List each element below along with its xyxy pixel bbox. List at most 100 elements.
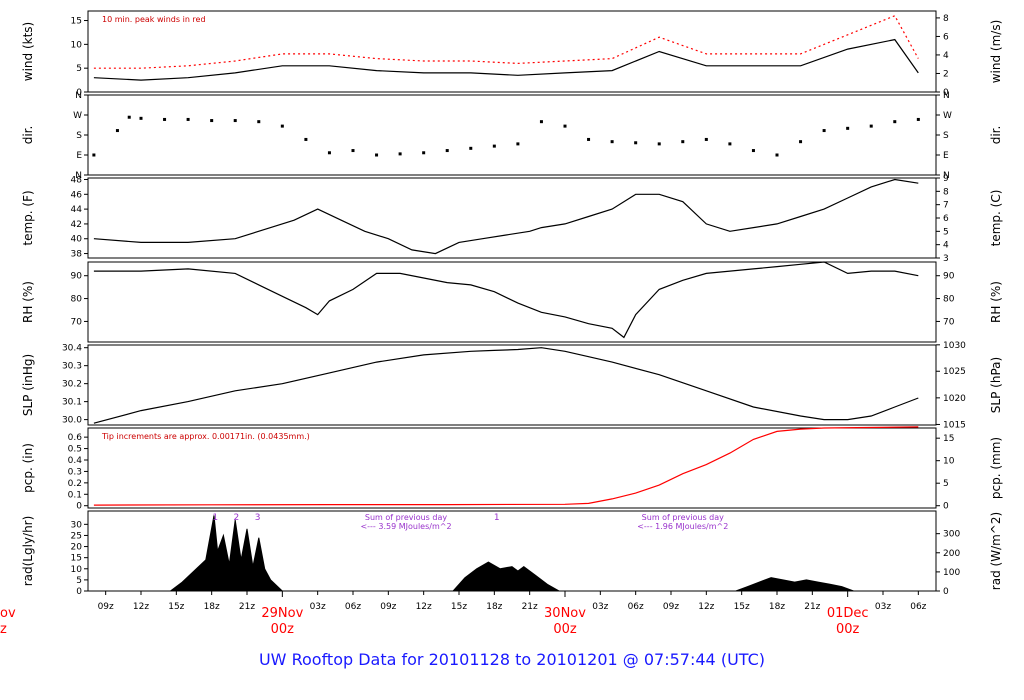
dir-point (304, 137, 308, 141)
ylabel-right-wind: wind (m/s) (989, 20, 1003, 84)
ytick-label-right-wind: 0 (943, 88, 949, 98)
ytick-label-right-wind: 4 (943, 51, 949, 61)
footer-title: UW Rooftop Data for 20101128 to 20101201… (258, 650, 766, 669)
ytick-label-left-dir: E (76, 151, 82, 161)
day-label: 30Nov (544, 606, 586, 621)
ylabel-right-slp: SLP (hPa) (989, 357, 1003, 413)
radiation-peak-label: 1 (494, 513, 500, 523)
ytick-label-right-slp: 1015 (943, 420, 966, 430)
xtick-label: 18z (486, 602, 502, 612)
radiation-sum-annotation: Sum of previous day (642, 513, 724, 522)
xtick-label: 18z (204, 602, 220, 612)
ytick-label-right-dir: W (943, 111, 952, 121)
dir-point (916, 117, 920, 121)
ytick-label-left-wind: 0 (76, 88, 82, 98)
ytick-label-left-pcp: 0.3 (68, 467, 82, 477)
radiation-sum-annotation: <--- 3.59 MJoules/m^2 (360, 522, 451, 531)
radiation-peak-label: 3 (255, 513, 261, 523)
dir-point (728, 142, 732, 146)
dir-point (210, 119, 214, 123)
panel-frame-rh (87, 261, 937, 343)
dir-point (445, 149, 449, 153)
xtick-label: 15z (451, 602, 467, 612)
xtick-label: 12z (133, 602, 149, 612)
ytick-label-left-slp: 30.0 (62, 416, 82, 426)
ylabel-left-temp: temp. (F) (21, 190, 35, 245)
ytick-label-left-rad: 0 (76, 587, 82, 597)
edge-day-hour-label: z (0, 622, 7, 637)
xtick-label: 15z (734, 602, 750, 612)
series-line-wind-0 (93, 38, 919, 81)
ytick-label-left-rh: 90 (71, 272, 83, 282)
dir-point (233, 119, 237, 123)
edge-day-label: ov (0, 606, 16, 621)
ytick-label-right-rh: 90 (943, 272, 955, 282)
ytick-label-right-temp: 6 (943, 214, 949, 224)
xtick-label: 03z (310, 602, 326, 612)
radiation-area-2 (735, 577, 854, 592)
dir-point (327, 151, 331, 155)
ytick-label-right-slp: 1025 (943, 367, 966, 377)
dir-point (610, 140, 614, 144)
ytick-label-left-rh: 80 (71, 295, 83, 305)
dir-point (375, 153, 379, 157)
ytick-label-left-wind: 5 (76, 64, 82, 74)
ylabel-left-dir: dir. (21, 126, 35, 145)
day-hour-label: 00z (836, 622, 860, 637)
day-hour-label: 00z (553, 622, 577, 637)
ytick-label-left-dir: W (73, 111, 82, 121)
dir-point (469, 146, 473, 150)
panel-frame-pcp (87, 427, 937, 509)
panel-frame-wind (87, 10, 937, 93)
dir-point (681, 140, 685, 144)
ytick-label-right-dir: S (943, 131, 949, 141)
ytick-label-left-pcp: 0.4 (68, 456, 83, 466)
ylabel-left-pcp: pcp. (in) (21, 443, 35, 493)
ytick-label-left-rad: 5 (76, 576, 82, 586)
ylabel-right-temp: temp. (C) (989, 190, 1003, 247)
ytick-label-right-temp: 5 (943, 227, 949, 237)
ytick-label-right-wind: 8 (943, 14, 949, 24)
series-line-slp-0 (93, 347, 919, 424)
ytick-label-left-wind: 15 (71, 17, 82, 27)
dir-point (893, 120, 897, 124)
dir-point (92, 153, 96, 157)
dir-point (657, 142, 661, 146)
annotation-wind: 10 min. peak winds in red (102, 15, 206, 24)
radiation-area-0 (168, 515, 284, 592)
radiation-peak-label: 2 (234, 513, 240, 523)
ytick-label-left-rh: 70 (71, 317, 83, 327)
xtick-label: 15z (168, 602, 184, 612)
ytick-label-left-pcp: 0.6 (68, 433, 83, 443)
series-line-wind-1 (93, 15, 919, 69)
ytick-label-left-temp: 44 (71, 205, 83, 215)
ytick-label-right-pcp: 0 (943, 502, 949, 512)
ytick-label-right-dir: N (943, 171, 950, 181)
dir-point (704, 137, 708, 141)
xtick-label: 12z (698, 602, 714, 612)
xtick-label: 09z (98, 602, 114, 612)
xtick-label: 09z (380, 602, 396, 612)
dir-point (634, 141, 638, 145)
ytick-label-left-temp: 48 (71, 175, 83, 185)
radiation-peak-label: 1 (212, 513, 218, 523)
ylabel-left-rh: RH (%) (21, 281, 35, 323)
ytick-label-left-slp: 30.2 (62, 380, 82, 390)
ylabel-left-rad: rad(Lgly/hr) (21, 516, 35, 587)
ylabel-left-slp: SLP (inHg) (21, 354, 35, 416)
ytick-label-right-rad: 200 (943, 549, 960, 559)
dir-point (398, 152, 402, 156)
ytick-label-left-temp: 38 (71, 250, 83, 260)
ytick-label-right-pcp: 15 (943, 434, 954, 444)
series-line-pcp-0 (93, 426, 919, 506)
ytick-label-left-pcp: 0.5 (68, 445, 82, 455)
ylabel-left-wind: wind (kts) (21, 22, 35, 81)
ytick-label-right-temp: 8 (943, 187, 949, 197)
ytick-label-left-dir: N (75, 171, 82, 181)
dir-point (257, 120, 261, 124)
dir-point (869, 124, 873, 128)
ylabel-right-pcp: pcp. (mm) (989, 437, 1003, 499)
ytick-label-left-temp: 40 (71, 235, 83, 245)
series-line-temp-0 (93, 178, 919, 255)
